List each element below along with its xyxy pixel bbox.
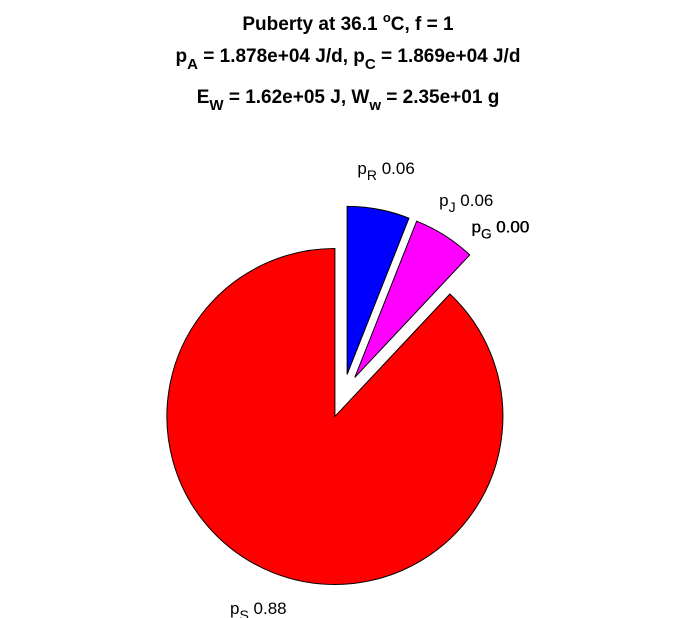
slice-j [354,220,471,378]
title-line-3: EW = 1.62e+05 J, Ww = 2.35e+01 g [197,87,500,114]
title-line-1: Puberty at 36.1 oC, f = 1 [242,10,454,35]
slice-r [346,205,410,375]
title-line-2: pA = 1.878e+04 J/d, pC = 1.869e+04 J/d [176,46,521,73]
slice-label-s: pS 0.88 [230,599,287,618]
chart-title: Puberty at 36.1 oC, f = 1 pA = 1.878e+04… [176,10,521,114]
slice-label-r: pR 0.06 [357,159,414,183]
pie-slices [166,205,504,585]
slice-label-g: pG 0.00 [471,217,529,241]
slice-label-j: pJ 0.06 [439,191,493,215]
slice-label-c: pC 0.00 [472,217,529,241]
slice-s [166,247,504,585]
